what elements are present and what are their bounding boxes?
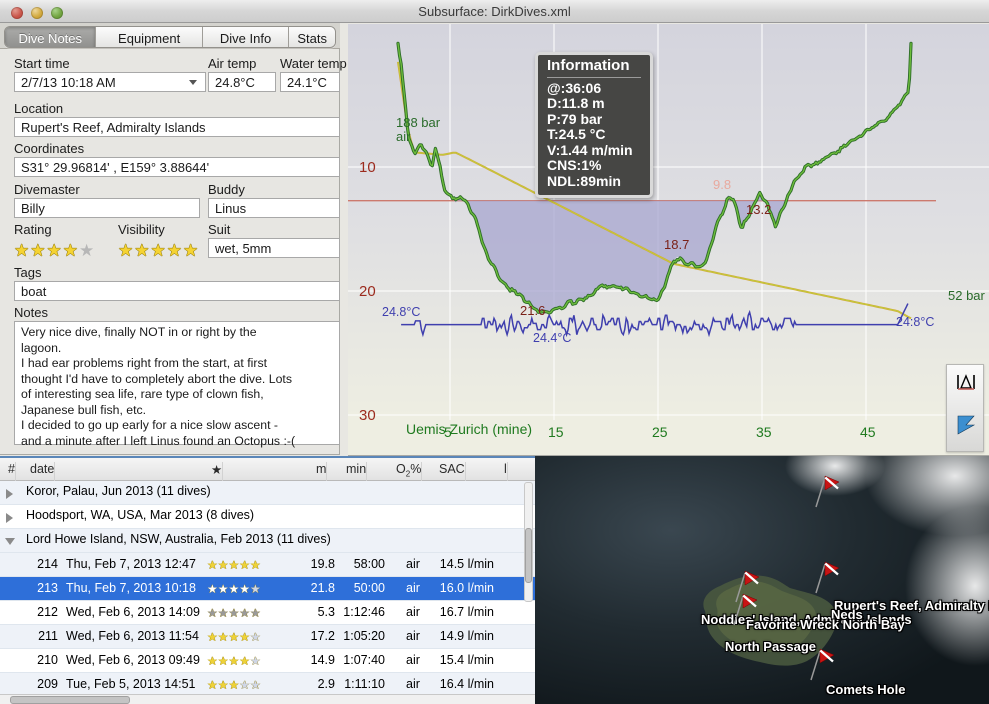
svg-text:52 bar: 52 bar [948, 288, 986, 303]
svg-text:18.7: 18.7 [664, 237, 689, 252]
svg-text:21.6: 21.6 [520, 303, 545, 318]
svg-text:35: 35 [756, 424, 772, 440]
svg-text:20: 20 [359, 283, 376, 300]
svg-text:9.8: 9.8 [713, 177, 731, 192]
svg-text:24.8°C: 24.8°C [382, 305, 420, 319]
svg-text:15: 15 [548, 424, 564, 440]
svg-text:13.2: 13.2 [746, 202, 771, 217]
svg-text:10: 10 [359, 159, 376, 176]
svg-text:24.4°C: 24.4°C [533, 331, 571, 345]
svg-text:25: 25 [652, 424, 668, 440]
svg-text:Uemis Zurich (mine): Uemis Zurich (mine) [406, 421, 532, 437]
svg-text:30: 30 [359, 407, 376, 424]
svg-text:188 bar: 188 bar [396, 115, 441, 130]
svg-text:air: air [396, 129, 411, 144]
svg-text:24:8°C: 24:8°C [896, 315, 934, 329]
svg-text:45: 45 [860, 424, 876, 440]
